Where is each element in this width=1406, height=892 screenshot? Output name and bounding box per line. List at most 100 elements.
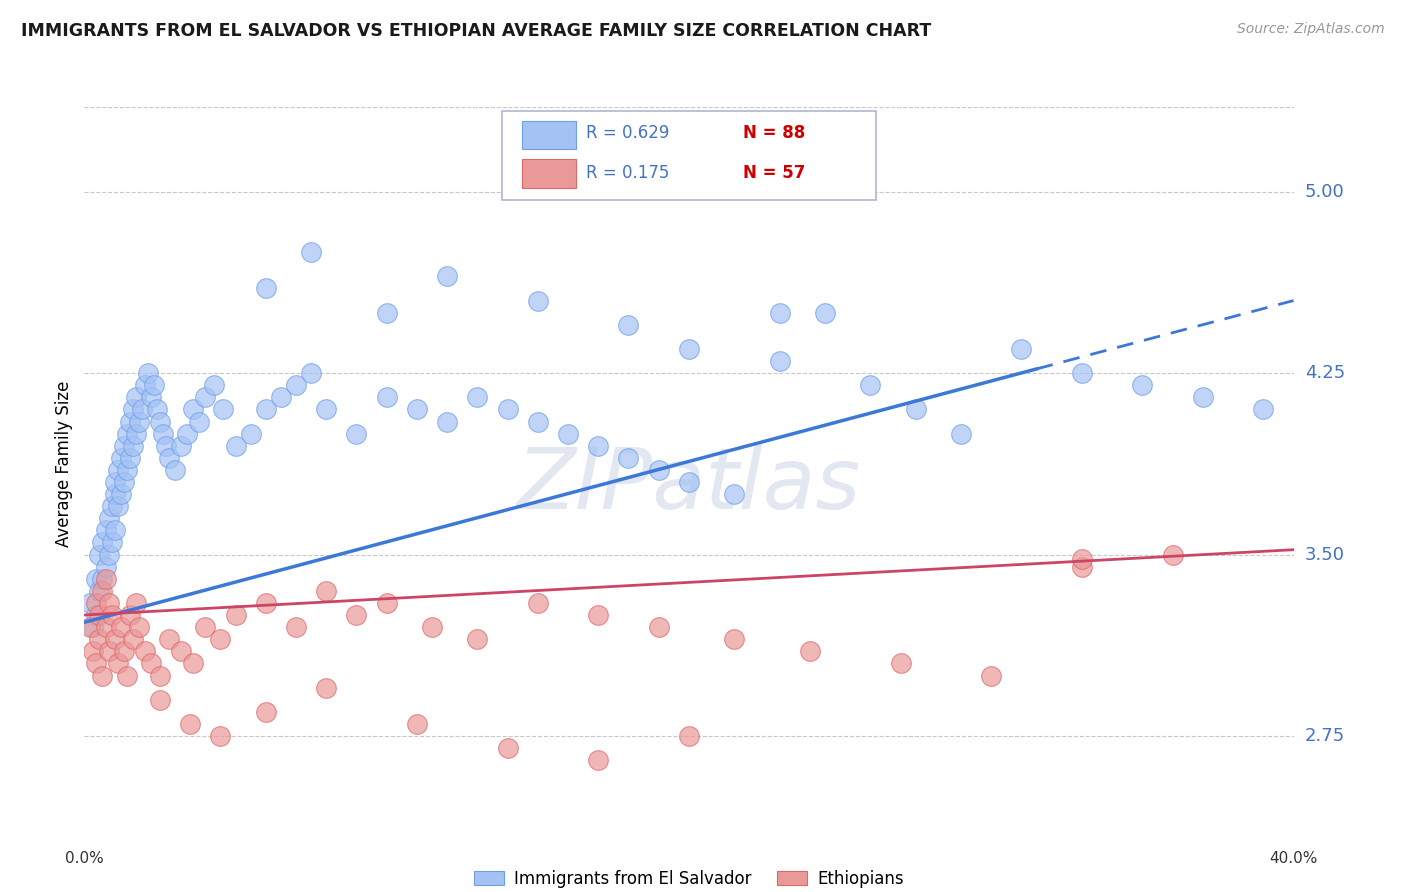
Point [723, 487, 745, 501]
Point [94, 524, 117, 538]
Point [436, 269, 458, 284]
Point [496, 741, 519, 756]
Point [100, 535, 122, 549]
Point [112, 475, 135, 489]
Point [526, 596, 548, 610]
Point [91, 535, 114, 549]
Bar [522, 121, 576, 150]
Point [467, 390, 489, 404]
Point [270, 390, 292, 404]
Point [526, 415, 548, 429]
Point [254, 281, 277, 295]
Point [678, 729, 700, 743]
Point [375, 390, 398, 404]
Point [181, 402, 204, 417]
Text: R = 0.175: R = 0.175 [586, 164, 669, 182]
Point [107, 463, 129, 477]
Point [315, 583, 337, 598]
Point [86, 657, 108, 671]
Point [814, 306, 837, 320]
Point [110, 450, 132, 465]
Text: R = 0.629: R = 0.629 [586, 124, 669, 142]
Point [89, 607, 111, 622]
Point [1071, 552, 1094, 566]
Point [254, 596, 277, 610]
Point [91, 572, 114, 586]
Point [100, 607, 122, 622]
Point [139, 390, 162, 404]
Point [97, 511, 120, 525]
Point [82, 644, 104, 658]
Point [125, 390, 148, 404]
Point [406, 717, 429, 731]
Point [212, 402, 235, 417]
Point [97, 548, 120, 562]
Point [467, 632, 489, 647]
Point [1071, 366, 1094, 380]
Point [112, 439, 135, 453]
Text: ZIPatlas: ZIPatlas [517, 443, 860, 527]
Text: IMMIGRANTS FROM EL SALVADOR VS ETHIOPIAN AVERAGE FAMILY SIZE CORRELATION CHART: IMMIGRANTS FROM EL SALVADOR VS ETHIOPIAN… [21, 22, 931, 40]
Point [142, 378, 165, 392]
Point [86, 596, 108, 610]
Point [89, 548, 111, 562]
Point [104, 524, 127, 538]
Point [100, 499, 122, 513]
Point [315, 681, 337, 695]
Point [209, 632, 232, 647]
Point [420, 620, 443, 634]
Point [91, 668, 114, 682]
Text: N = 57: N = 57 [744, 164, 806, 182]
Point [110, 620, 132, 634]
Point [146, 402, 169, 417]
Point [588, 753, 610, 767]
Point [980, 668, 1002, 682]
Point [239, 426, 262, 441]
Text: N = 88: N = 88 [744, 124, 806, 142]
Point [769, 354, 792, 368]
Point [94, 620, 117, 634]
Point [121, 439, 143, 453]
Point [375, 306, 398, 320]
Text: 4.25: 4.25 [1305, 364, 1346, 382]
Point [678, 342, 700, 356]
Point [617, 450, 640, 465]
Point [118, 450, 141, 465]
Y-axis label: Average Family Size: Average Family Size [55, 381, 73, 547]
Point [179, 717, 201, 731]
Point [557, 426, 579, 441]
Point [194, 390, 217, 404]
Point [152, 426, 174, 441]
Point [157, 632, 180, 647]
Point [112, 644, 135, 658]
Point [769, 306, 792, 320]
Point [496, 402, 519, 417]
Bar [522, 160, 576, 188]
Point [181, 657, 204, 671]
Point [225, 439, 247, 453]
Point [188, 415, 211, 429]
Point [202, 378, 225, 392]
Point [1191, 390, 1213, 404]
Point [121, 632, 143, 647]
Point [157, 450, 180, 465]
Point [1010, 342, 1032, 356]
Point [1251, 402, 1274, 417]
Point [91, 583, 114, 598]
Point [859, 378, 882, 392]
Point [678, 475, 700, 489]
Point [89, 583, 111, 598]
Text: Source: ZipAtlas.com: Source: ZipAtlas.com [1237, 22, 1385, 37]
Point [346, 426, 368, 441]
Point [647, 463, 671, 477]
Point [115, 426, 138, 441]
Point [110, 487, 132, 501]
Point [121, 402, 143, 417]
Point [170, 439, 193, 453]
Point [799, 644, 821, 658]
Point [89, 632, 111, 647]
Point [315, 402, 337, 417]
Point [79, 596, 101, 610]
Point [134, 378, 156, 392]
Point [97, 596, 120, 610]
